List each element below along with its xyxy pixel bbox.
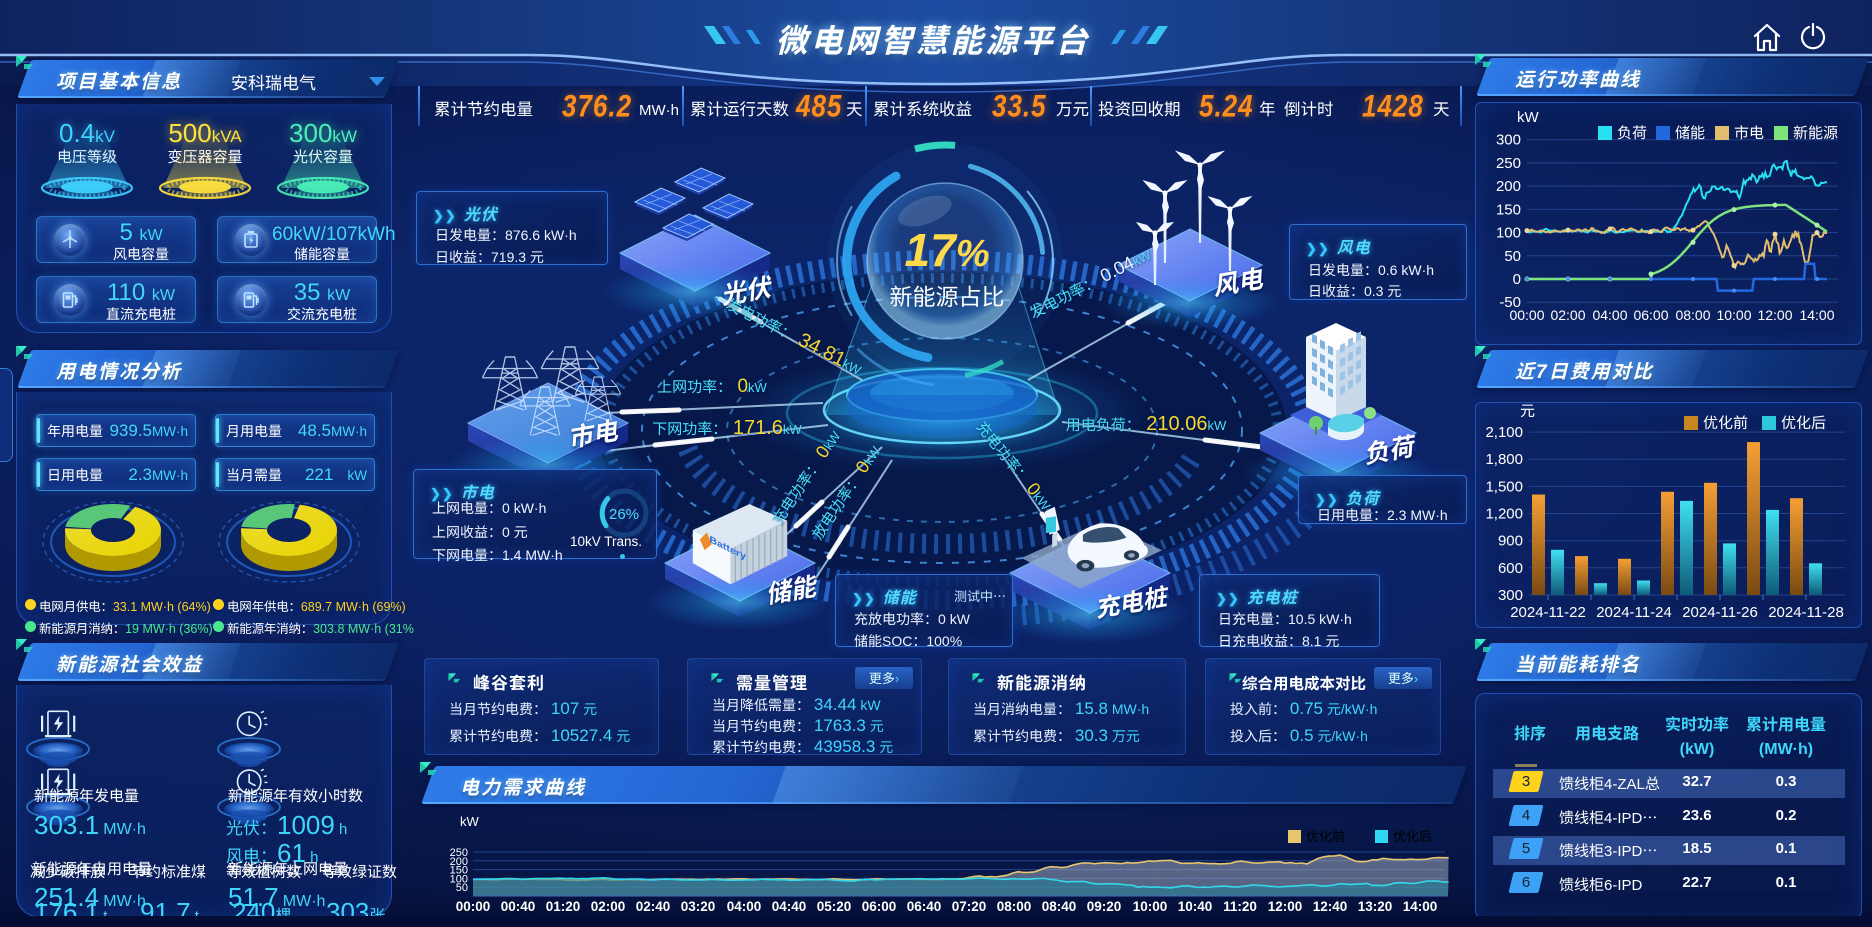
svg-text:2024-11-22: 2024-11-22 bbox=[1510, 604, 1586, 621]
svg-text:11:20: 11:20 bbox=[1223, 899, 1257, 914]
svg-text:1,800: 1,800 bbox=[1485, 451, 1523, 468]
svg-text:12:00: 12:00 bbox=[1268, 899, 1303, 914]
svg-text:100: 100 bbox=[1496, 225, 1521, 242]
svg-text:02:00: 02:00 bbox=[591, 899, 626, 914]
svg-text:13:20: 13:20 bbox=[1358, 899, 1393, 914]
svg-text:2,100: 2,100 bbox=[1485, 424, 1523, 441]
svg-text:100: 100 bbox=[450, 873, 468, 885]
svg-text:17%: 17% bbox=[905, 224, 990, 276]
svg-text:优化后: 优化后 bbox=[1781, 412, 1826, 433]
svg-text:250: 250 bbox=[450, 847, 468, 859]
svg-text:200: 200 bbox=[450, 856, 468, 868]
svg-text:kW: kW bbox=[1517, 109, 1540, 126]
svg-text:14:00: 14:00 bbox=[1403, 899, 1438, 914]
svg-text:00:00: 00:00 bbox=[1509, 307, 1544, 323]
svg-text:50: 50 bbox=[1504, 248, 1521, 265]
svg-text:10:00: 10:00 bbox=[1716, 307, 1751, 323]
svg-text:12:40: 12:40 bbox=[1313, 899, 1348, 914]
svg-text:10:00: 10:00 bbox=[1133, 899, 1168, 914]
svg-text:06:00: 06:00 bbox=[1633, 307, 1668, 323]
svg-text:600: 600 bbox=[1498, 560, 1523, 577]
svg-text:14:00: 14:00 bbox=[1799, 307, 1834, 323]
svg-text:新能源: 新能源 bbox=[1793, 122, 1838, 143]
svg-text:06:40: 06:40 bbox=[907, 899, 942, 914]
svg-text:08:40: 08:40 bbox=[1042, 899, 1077, 914]
svg-text:市电: 市电 bbox=[1734, 122, 1764, 143]
svg-text:kW: kW bbox=[460, 814, 480, 829]
svg-text:26%: 26% bbox=[609, 506, 639, 523]
svg-text:05:20: 05:20 bbox=[817, 899, 852, 914]
svg-text:风电: 风电 bbox=[1210, 259, 1267, 303]
svg-text:00:40: 00:40 bbox=[501, 899, 536, 914]
svg-text:1,200: 1,200 bbox=[1485, 506, 1523, 523]
svg-text:2024-11-26: 2024-11-26 bbox=[1682, 604, 1758, 621]
svg-text:150: 150 bbox=[1496, 201, 1521, 218]
svg-text:0: 0 bbox=[1513, 271, 1521, 288]
svg-text:04:00: 04:00 bbox=[1592, 307, 1627, 323]
svg-text:储能: 储能 bbox=[1675, 122, 1705, 143]
svg-text:2024-11-24: 2024-11-24 bbox=[1596, 604, 1672, 621]
svg-text:-50: -50 bbox=[1499, 294, 1521, 311]
svg-text:12:00: 12:00 bbox=[1757, 307, 1792, 323]
svg-text:150: 150 bbox=[450, 865, 468, 877]
svg-text:新能源占比: 新能源占比 bbox=[890, 278, 1005, 312]
svg-text:元: 元 bbox=[1520, 400, 1535, 421]
svg-text:50: 50 bbox=[456, 882, 468, 894]
svg-text:200: 200 bbox=[1496, 178, 1521, 195]
svg-text:优化前: 优化前 bbox=[1703, 412, 1748, 433]
svg-text:300: 300 bbox=[1496, 132, 1521, 149]
svg-text:优化后: 优化后 bbox=[1393, 826, 1432, 845]
svg-text:300: 300 bbox=[1498, 587, 1523, 604]
svg-text:06:00: 06:00 bbox=[862, 899, 897, 914]
svg-text:01:20: 01:20 bbox=[546, 899, 581, 914]
svg-text:1,500: 1,500 bbox=[1485, 478, 1523, 495]
svg-text:2024-11-28: 2024-11-28 bbox=[1768, 604, 1844, 621]
svg-text:02:40: 02:40 bbox=[636, 899, 671, 914]
svg-text:负荷: 负荷 bbox=[1617, 122, 1647, 143]
svg-text:07:20: 07:20 bbox=[952, 899, 987, 914]
svg-text:10:40: 10:40 bbox=[1178, 899, 1213, 914]
svg-text:09:20: 09:20 bbox=[1087, 899, 1122, 914]
svg-text:08:00: 08:00 bbox=[997, 899, 1032, 914]
svg-text:08:00: 08:00 bbox=[1675, 307, 1710, 323]
svg-text:00:00: 00:00 bbox=[456, 899, 491, 914]
svg-text:03:20: 03:20 bbox=[681, 899, 716, 914]
svg-text:市电: 市电 bbox=[565, 411, 622, 455]
svg-text:250: 250 bbox=[1496, 155, 1521, 172]
svg-text:900: 900 bbox=[1498, 533, 1523, 550]
svg-text:优化前: 优化前 bbox=[1306, 826, 1345, 845]
svg-text:04:00: 04:00 bbox=[727, 899, 762, 914]
svg-text:04:40: 04:40 bbox=[772, 899, 807, 914]
svg-text:02:00: 02:00 bbox=[1550, 307, 1585, 323]
